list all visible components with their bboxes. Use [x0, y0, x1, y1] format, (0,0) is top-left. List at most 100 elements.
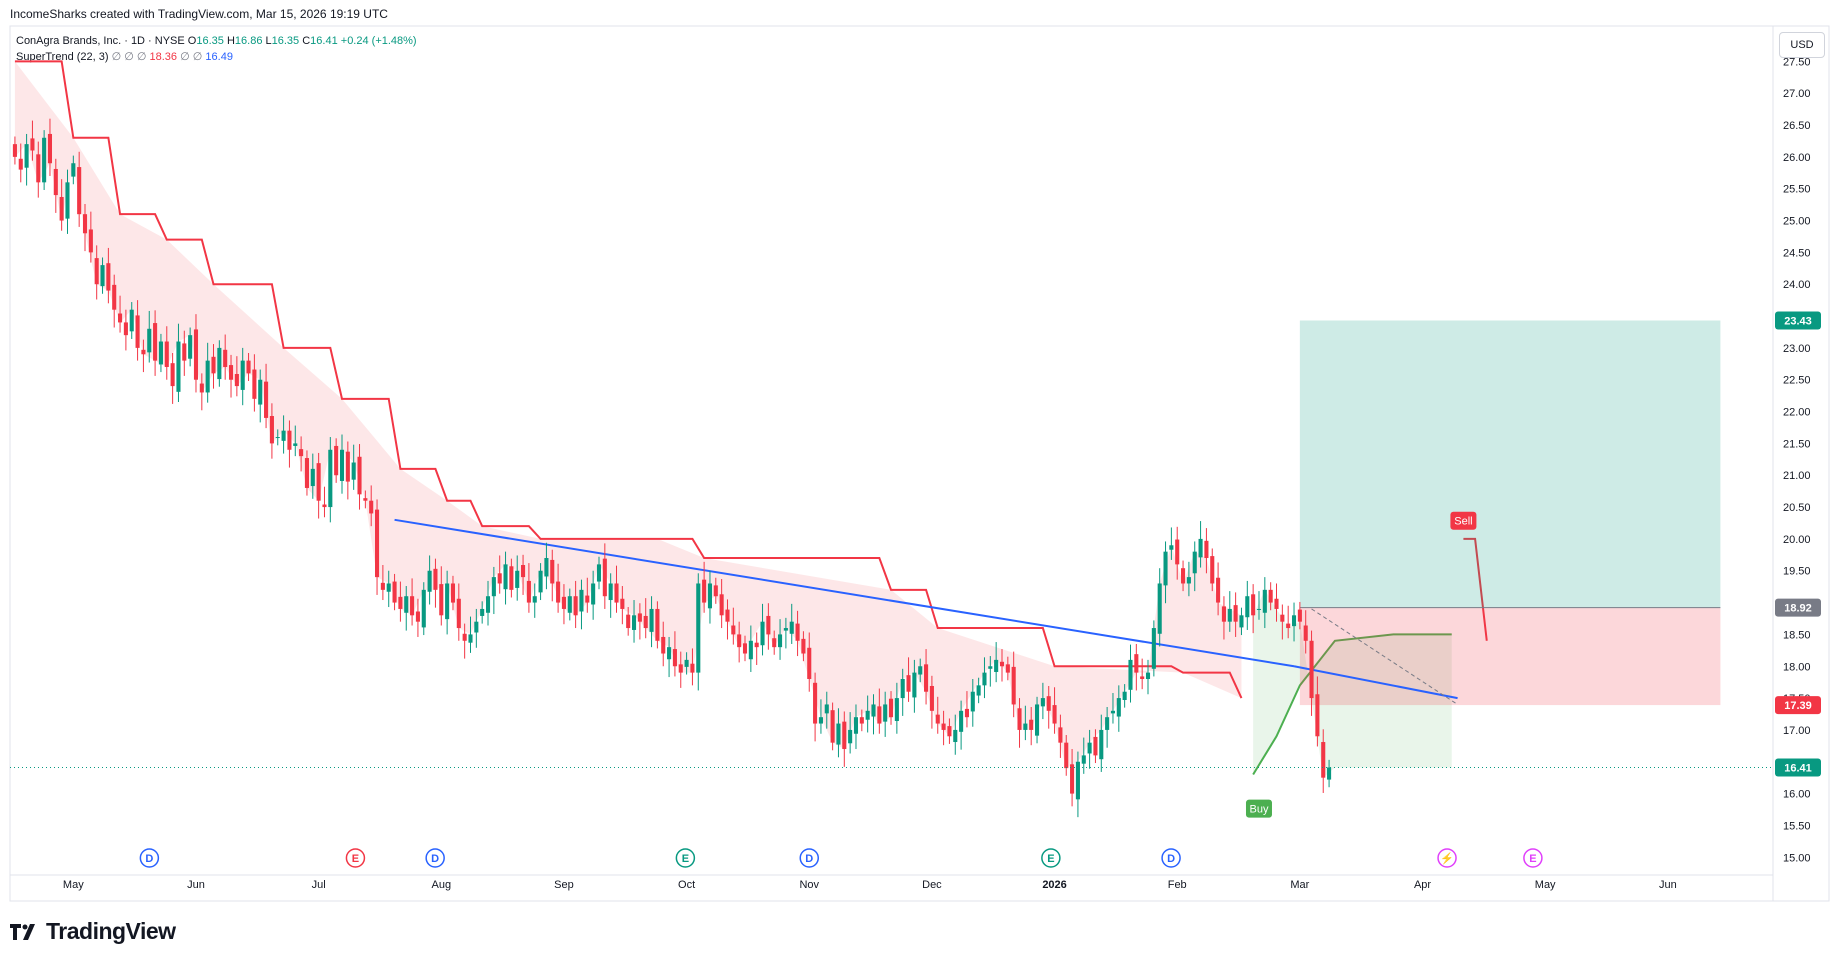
candle-body — [252, 369, 257, 399]
candle-body — [836, 723, 841, 745]
y-tick-label: 15.50 — [1783, 820, 1811, 832]
low-value: 16.35 — [271, 35, 300, 47]
loss-zone[interactable] — [1299, 607, 1721, 706]
candle-body — [94, 258, 99, 285]
buy-signal-label: Buy — [1250, 804, 1269, 816]
candle-body — [129, 309, 134, 332]
candle-body — [596, 564, 602, 582]
close-value: 16.41 — [310, 35, 338, 47]
candle-body — [269, 416, 274, 444]
indicator-row[interactable]: SuperTrend (22, 3) ∅ ∅ ∅ 18.36 ∅ ∅ 16.49 — [16, 49, 417, 65]
candle-body — [1128, 659, 1133, 690]
candle-body — [807, 647, 812, 679]
candle-body — [760, 621, 765, 646]
buy-signal[interactable] — [1245, 799, 1272, 818]
earnings-event-marker[interactable] — [1523, 848, 1543, 868]
candle-body — [684, 659, 689, 667]
candle-body — [47, 133, 53, 164]
candle-body — [1297, 609, 1302, 622]
candle-body — [1321, 742, 1326, 778]
candle-body — [877, 706, 882, 724]
indicator-value-2: 16.49 — [205, 51, 233, 63]
candle-body — [848, 729, 853, 744]
price-axis-badge — [1775, 311, 1821, 330]
candle-body — [316, 463, 321, 501]
candle-body — [106, 263, 111, 291]
candle-body — [1064, 742, 1069, 769]
candle-body — [1274, 598, 1279, 609]
candle-body — [696, 583, 701, 673]
candle-body — [1023, 723, 1028, 730]
indicator-name[interactable]: SuperTrend (22, 3) — [16, 51, 109, 63]
price-axis-badge — [1775, 696, 1821, 715]
x-tick-label: Feb — [1168, 879, 1187, 891]
dividend-event-marker[interactable] — [139, 848, 160, 868]
candle-body — [217, 347, 222, 380]
y-tick-label: 26.00 — [1783, 152, 1811, 164]
candle-body — [445, 583, 450, 620]
dividend-event-marker[interactable] — [799, 848, 820, 868]
candle-body — [1245, 596, 1250, 618]
candle-body — [1175, 539, 1180, 565]
candle-body — [1011, 666, 1016, 705]
x-tick-label: Apr — [1414, 879, 1431, 891]
candle-body — [1157, 583, 1162, 634]
tradingview-logo[interactable]: TradingView — [10, 918, 176, 945]
candle-body — [725, 609, 730, 622]
trendline[interactable] — [394, 518, 1295, 668]
candle-body — [667, 647, 672, 660]
y-tick-label: 20.00 — [1783, 534, 1811, 546]
currency-button[interactable]: USD — [1779, 32, 1825, 58]
candle-body — [123, 322, 128, 336]
candle-body — [287, 430, 292, 450]
candle-body — [859, 717, 864, 724]
earnings-event-marker[interactable] — [345, 848, 366, 868]
y-tick-label: 15.00 — [1783, 852, 1811, 864]
candle-body — [988, 666, 993, 669]
candle-body — [1075, 761, 1080, 800]
y-tick-label: 24.50 — [1783, 247, 1811, 259]
candle-body — [959, 710, 964, 732]
candle-body — [573, 596, 578, 616]
candle-body — [503, 564, 508, 590]
earnings-event-label: E — [352, 853, 359, 865]
candle-body — [1070, 764, 1075, 794]
earnings-event-marker[interactable] — [1041, 848, 1061, 868]
candle-body — [1110, 710, 1116, 714]
y-tick-label: 17.00 — [1783, 725, 1811, 737]
candle-body — [929, 685, 934, 711]
candle-body — [637, 613, 642, 622]
candle-body — [994, 659, 999, 672]
earnings-event-marker[interactable] — [675, 848, 696, 868]
sell-signal[interactable] — [1450, 511, 1477, 530]
candle-body — [398, 596, 403, 609]
candle-body — [369, 500, 374, 514]
candle-body — [24, 144, 29, 168]
candle-body — [1052, 705, 1057, 724]
candle-body — [164, 341, 169, 367]
candle-body — [1286, 623, 1291, 629]
dividend-event-marker[interactable] — [425, 848, 445, 868]
candle-body — [842, 721, 847, 750]
candle-body — [1327, 767, 1332, 780]
price-axis-badge — [1775, 598, 1821, 617]
candle-body — [591, 583, 596, 605]
candle-body — [468, 634, 473, 643]
candle-body — [888, 698, 894, 718]
candle-body — [772, 638, 777, 648]
dividend-event-marker[interactable] — [1161, 848, 1181, 868]
candle-body — [141, 349, 146, 355]
candle-body — [900, 678, 905, 699]
earnings-event-label: E — [1047, 853, 1054, 865]
split-event-label: ⚡ — [1440, 852, 1454, 865]
tradingview-logo-text: TradingView — [46, 918, 176, 944]
candle-body — [515, 570, 520, 588]
low-label: L — [265, 35, 272, 47]
candle-body — [748, 640, 753, 660]
profit-zone[interactable] — [1299, 320, 1721, 608]
split-event-marker[interactable] — [1437, 848, 1457, 868]
candle-body — [783, 628, 788, 631]
trendline-2[interactable] — [1293, 665, 1458, 700]
chart-frame — [9, 25, 1830, 902]
